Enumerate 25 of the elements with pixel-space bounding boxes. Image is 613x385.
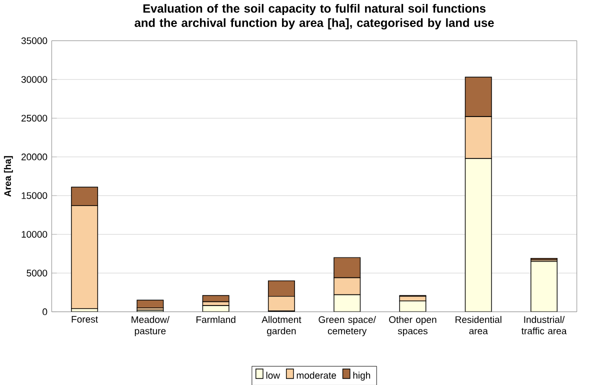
x-tick-label: Residential area — [456, 316, 502, 334]
legend-label: high — [353, 372, 370, 380]
legend-label: moderate — [296, 372, 336, 379]
y-tick-label: 20000 — [22, 153, 48, 160]
x-tick-label: Green space/ cemetery — [318, 316, 376, 336]
y-tick-label: 30000 — [21, 76, 48, 83]
y-tick-label: 10000 — [22, 230, 48, 238]
chart-title: Evaluation of the soil capacity to fulfil natural soil functions and the archival function by area [ha], categorised by land use — [134, 4, 494, 30]
y-tick-label: 35000 — [21, 37, 48, 44]
bar — [399, 300, 426, 312]
bar — [530, 260, 558, 312]
x-tick-label: Meadow/ pasture — [132, 316, 170, 336]
y-tick-label: 5000 — [26, 269, 48, 276]
y-tick-label: 25000 — [22, 114, 48, 122]
legend-label: low — [266, 372, 280, 379]
y-tick-label: 15000 — [22, 192, 48, 199]
x-tick-label: Industrial/ traffic area — [522, 316, 567, 334]
x-tick-label: Forest — [72, 316, 98, 322]
x-tick-label: Farmland — [196, 316, 236, 323]
y-axis-title: Area [ha] — [4, 156, 13, 196]
x-tick-label: Allotment garden — [262, 316, 302, 336]
x-tick-label: Other open spaces — [389, 316, 436, 336]
y-tick-label: 0 — [42, 308, 48, 315]
bar — [202, 305, 230, 312]
bar — [202, 294, 230, 302]
